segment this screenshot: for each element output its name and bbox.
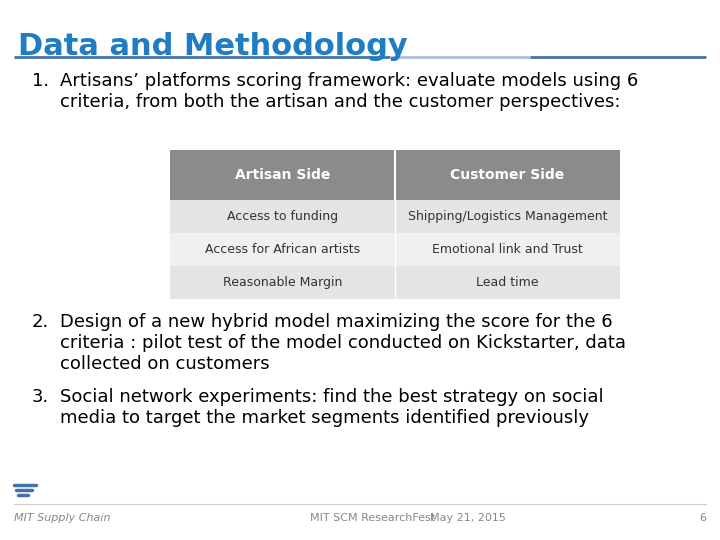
Text: 3.: 3.: [32, 388, 49, 406]
Text: Access to funding: Access to funding: [227, 210, 338, 223]
Text: 1.: 1.: [32, 72, 49, 90]
Text: Access for African artists: Access for African artists: [205, 243, 360, 256]
Bar: [395, 233, 620, 266]
Text: 6: 6: [699, 513, 706, 523]
Text: Artisans’ platforms scoring framework: evaluate models using 6
criteria, from bo: Artisans’ platforms scoring framework: e…: [60, 72, 638, 111]
Text: MIT SCM ResearchFest: MIT SCM ResearchFest: [310, 513, 435, 523]
Text: Shipping/Logistics Management: Shipping/Logistics Management: [408, 210, 607, 223]
Bar: [395, 266, 620, 299]
Bar: [395, 150, 620, 200]
Text: Customer Side: Customer Side: [451, 168, 564, 182]
Text: Social network experiments: find the best strategy on social
media to target the: Social network experiments: find the bes…: [60, 388, 603, 427]
Bar: [170, 233, 395, 266]
Text: Data and Methodology: Data and Methodology: [18, 32, 408, 61]
Bar: [170, 266, 395, 299]
Bar: [170, 200, 395, 233]
Text: MIT Supply Chain: MIT Supply Chain: [14, 513, 110, 523]
Text: Emotional link and Trust: Emotional link and Trust: [432, 243, 583, 256]
Text: 2.: 2.: [32, 313, 49, 331]
Text: Artisan Side: Artisan Side: [235, 168, 330, 182]
Bar: [170, 150, 395, 200]
Text: Design of a new hybrid model maximizing the score for the 6
criteria : pilot tes: Design of a new hybrid model maximizing …: [60, 313, 626, 373]
Text: Reasonable Margin: Reasonable Margin: [222, 276, 342, 289]
Bar: [395, 200, 620, 233]
Text: Lead time: Lead time: [476, 276, 539, 289]
Text: May 21, 2015: May 21, 2015: [430, 513, 506, 523]
